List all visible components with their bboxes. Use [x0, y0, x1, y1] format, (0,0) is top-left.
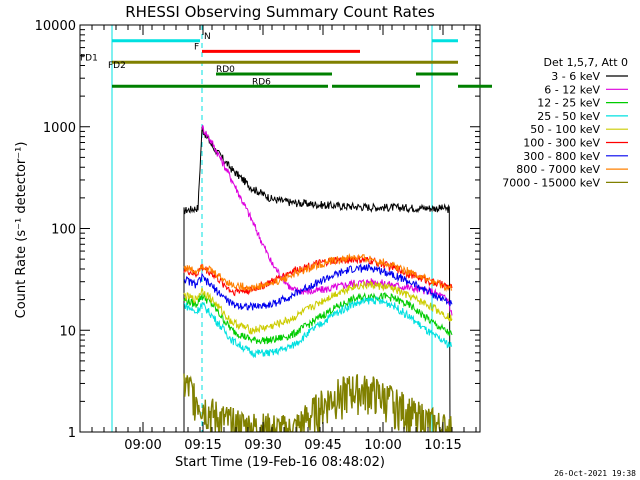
y-tick-label-3: 1000	[43, 121, 76, 136]
legend-label-3: 25 - 50 keV	[537, 110, 600, 123]
timestamp-footer: 26-Oct-2021 19:38	[554, 469, 636, 478]
observing-flag-bars: NF FD1 FD2 RD0 RD6	[80, 32, 492, 88]
series-line-8	[183, 373, 452, 432]
plot-area	[111, 25, 453, 432]
series-line-7	[183, 253, 453, 293]
legend-label-7: 800 - 7000 keV	[516, 163, 600, 176]
legend-label-6: 300 - 800 keV	[523, 150, 600, 163]
x-tick-label-4: 10:00	[364, 438, 401, 453]
flag-label-2: FD1	[80, 53, 98, 63]
series-line-3	[184, 295, 453, 359]
y-axis-label: Count Rate (s⁻¹ detector⁻¹)	[14, 142, 29, 319]
series-line-2	[183, 292, 453, 345]
legend-title: Det 1,5,7, Att 0	[544, 56, 628, 69]
flag-label-3: FD2	[108, 61, 126, 71]
y-tick-label-1: 10	[59, 324, 76, 339]
y-tick-label-2: 100	[51, 223, 76, 238]
y-tick-label-0: 1	[68, 426, 76, 441]
legend-label-4: 50 - 100 keV	[530, 123, 600, 136]
flag-label-5: RD6	[252, 77, 271, 87]
legend-label-1: 6 - 12 keV	[544, 83, 600, 96]
flag-label-0: N	[204, 32, 211, 42]
series-line-4	[183, 279, 453, 335]
legend-label-2: 12 - 25 keV	[537, 97, 600, 110]
flag-label-1: F	[194, 42, 199, 52]
x-tick-label-3: 09:45	[304, 438, 341, 453]
series-line-1	[201, 125, 453, 316]
legend-label-5: 100 - 300 keV	[523, 137, 600, 150]
x-tick-label-5: 10:15	[424, 438, 461, 453]
series-line-0	[183, 126, 452, 432]
y-axis: 1 10 100 1000 10000	[35, 19, 480, 441]
legend-label-8: 7000 - 15000 keV	[502, 176, 600, 189]
x-tick-label-1: 09:15	[184, 438, 221, 453]
legend-label-0: 3 - 6 keV	[551, 70, 600, 83]
flag-label-4: RD0	[216, 65, 235, 75]
y-tick-label-4: 10000	[35, 19, 76, 34]
x-tick-label-0: 09:00	[124, 438, 161, 453]
chart-title: RHESSI Observing Summary Count Rates	[125, 3, 435, 21]
x-axis: 09:00 09:15 09:30 09:45 10:00 10:15	[91, 25, 477, 453]
x-tick-label-2: 09:30	[244, 438, 281, 453]
series-line-6	[183, 262, 453, 311]
x-axis-label: Start Time (19-Feb-16 08:48:02)	[175, 455, 385, 470]
